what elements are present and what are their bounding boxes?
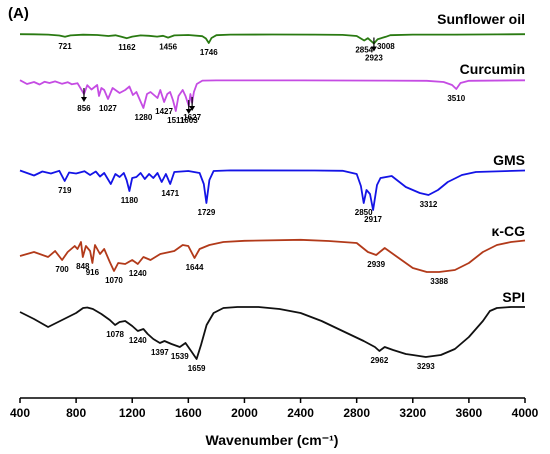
peak-label-16: 1180 <box>121 196 139 205</box>
x-tick-label-5: 2400 <box>287 406 314 420</box>
series-line-1 <box>19 79 526 112</box>
series-line-3 <box>19 238 526 273</box>
peak-label-5: 2923 <box>365 54 383 63</box>
peak-label-24: 916 <box>86 268 100 277</box>
peak-label-15: 719 <box>58 186 72 195</box>
x-tick-label-8: 3600 <box>456 406 483 420</box>
peak-label-1: 1162 <box>118 43 136 52</box>
peak-label-29: 3388 <box>430 277 448 286</box>
x-tick-label-3: 1600 <box>175 406 202 420</box>
x-axis-label: Wavenumber (cm⁻¹) <box>206 432 339 448</box>
peak-label-33: 1539 <box>171 352 189 361</box>
peak-label-13: 1627 <box>183 113 201 122</box>
series-line-4 <box>19 306 525 360</box>
peak-label-19: 2850 <box>355 208 373 217</box>
peak-label-32: 1397 <box>151 348 169 357</box>
peak-label-8: 1027 <box>99 104 117 113</box>
series-name-1: Curcumin <box>460 61 525 77</box>
peak-label-36: 3293 <box>417 362 435 371</box>
peak-label-28: 2939 <box>367 260 385 269</box>
peak-label-25: 1070 <box>105 276 123 285</box>
peak-label-34: 1659 <box>188 364 206 373</box>
x-axis-ticks: 400 800 1200 1600 2000 2400 2800 3200 3600 4000 <box>10 398 539 420</box>
x-tick-label-6: 2800 <box>343 406 370 420</box>
peak-label-27: 1644 <box>186 263 204 272</box>
x-tick-label-7: 3200 <box>399 406 426 420</box>
series-line-0 <box>19 33 526 45</box>
peak-label-31: 1240 <box>129 336 147 345</box>
peak-label-0: 721 <box>58 42 72 51</box>
series-name-labels: Sunflower oil Curcumin GMS κ-CG SPI <box>437 11 525 305</box>
peak-label-35: 2962 <box>370 356 388 365</box>
peak-label-4: 2854 <box>355 46 373 55</box>
series-line-2 <box>19 169 526 211</box>
peak-label-6: 3008 <box>377 42 395 51</box>
x-tick-label-2: 1200 <box>119 406 146 420</box>
x-tick-label-9: 4000 <box>512 406 539 420</box>
spectra-group <box>19 33 526 360</box>
x-tick-label-0: 400 <box>10 406 30 420</box>
peak-label-18: 1729 <box>198 208 216 217</box>
peak-label-7: 856 <box>77 104 91 113</box>
peak-label-22: 700 <box>55 265 69 274</box>
peak-label-30: 1078 <box>106 330 124 339</box>
peak-label-10: 1427 <box>155 107 173 116</box>
peak-label-11: 1511 <box>167 116 185 125</box>
peak-label-23: 848 <box>76 262 90 271</box>
series-name-3: κ-CG <box>492 223 526 239</box>
peak-label-3: 1746 <box>200 48 218 57</box>
annotation-arrowhead-13 <box>189 106 196 111</box>
peak-label-20: 2917 <box>364 215 382 224</box>
annotation-arrowhead-12 <box>185 109 192 114</box>
peak-label-12: 1603 <box>180 116 198 125</box>
peak-label-2: 1456 <box>159 43 177 52</box>
x-tick-label-1: 800 <box>66 406 86 420</box>
peak-label-17: 1471 <box>161 189 179 198</box>
peak-label-9: 1280 <box>135 113 153 122</box>
panel-label: (A) <box>8 5 29 22</box>
annotation-arrowhead-5 <box>370 46 377 52</box>
annotation-arrowhead-7 <box>80 97 87 102</box>
series-name-4: SPI <box>502 289 525 305</box>
x-tick-label-4: 2000 <box>231 406 258 420</box>
peak-label-14: 3510 <box>447 94 465 103</box>
series-name-0: Sunflower oil <box>437 11 525 27</box>
peak-label-26: 1240 <box>129 269 147 278</box>
series-name-2: GMS <box>493 152 525 168</box>
peak-label-21: 3312 <box>420 200 438 209</box>
